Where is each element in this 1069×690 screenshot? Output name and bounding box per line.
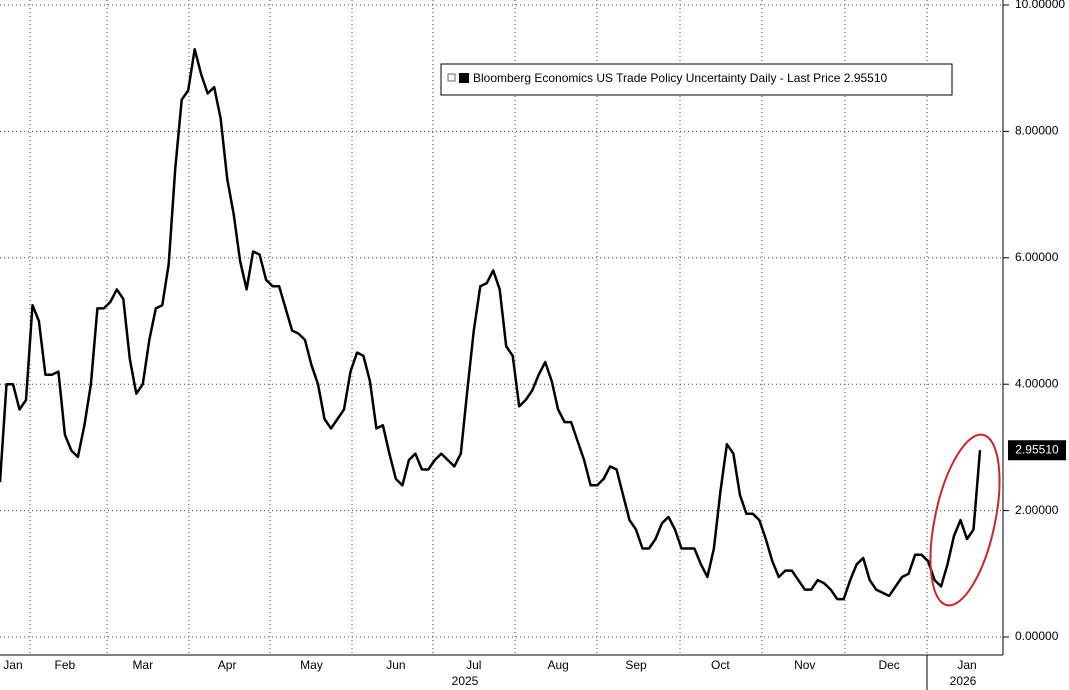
y-tick-label: 8.00000	[1015, 124, 1059, 138]
x-tick-label: Jan	[3, 658, 22, 672]
x-tick-label: Mar	[132, 658, 153, 672]
x-tick-label: Jul	[466, 658, 481, 672]
legend-toggle	[447, 73, 456, 82]
legend-label: Bloomberg Economics US Trade Policy Unce…	[473, 71, 888, 85]
last-price-label: 2.95510	[1015, 442, 1059, 456]
year-label: 2026	[950, 674, 977, 688]
highlight-ellipse	[929, 433, 1001, 607]
x-tick-label: Nov	[794, 658, 815, 672]
x-tick-label: Sep	[625, 658, 647, 672]
y-tick-label: 2.00000	[1015, 503, 1059, 517]
last-price-box	[1008, 440, 1066, 461]
legend-box	[440, 63, 953, 96]
y-tick-label: 4.00000	[1015, 376, 1059, 390]
x-tick-label: Apr	[218, 658, 237, 672]
y-tick-label: 10.00000	[1015, 0, 1065, 11]
x-tick-label: Jun	[386, 658, 405, 672]
plot	[0, 47, 982, 601]
y-tick-label: 0.00000	[1015, 629, 1059, 643]
legend-swatch	[459, 73, 469, 83]
y-tick-label: 6.00000	[1015, 250, 1059, 264]
x-tick-label: Aug	[547, 658, 568, 672]
x-tick-label: Feb	[55, 658, 76, 672]
x-tick-label: Oct	[711, 658, 730, 672]
year-label: 2025	[452, 674, 479, 688]
x-tick-label: Dec	[878, 658, 899, 672]
x-tick-label: May	[300, 658, 323, 672]
x-tick-label: Jan	[957, 658, 976, 672]
series-line	[0, 47, 982, 601]
